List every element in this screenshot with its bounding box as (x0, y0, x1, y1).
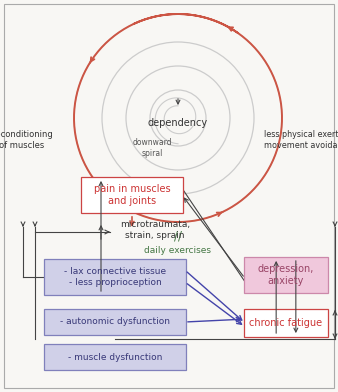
Text: downward
spiral: downward spiral (132, 138, 172, 158)
Text: - lax connective tissue
- less proprioception: - lax connective tissue - less proprioce… (64, 267, 166, 287)
FancyBboxPatch shape (44, 309, 186, 335)
Text: microtraumata,
strain, sprain: microtraumata, strain, sprain (120, 220, 190, 240)
FancyBboxPatch shape (244, 309, 328, 337)
FancyBboxPatch shape (44, 259, 186, 295)
Text: dependency: dependency (148, 118, 208, 128)
FancyBboxPatch shape (44, 344, 186, 370)
Text: deconditioning
of muscles: deconditioning of muscles (0, 130, 53, 150)
Text: pain in muscles
and joints: pain in muscles and joints (94, 184, 170, 206)
Text: - muscle dysfunction: - muscle dysfunction (68, 352, 162, 361)
Text: less physical exertion,
movement avoidance: less physical exertion, movement avoidan… (264, 130, 338, 150)
FancyBboxPatch shape (81, 177, 183, 213)
Text: chronic fatigue: chronic fatigue (249, 318, 322, 328)
Text: //: // (174, 229, 182, 243)
Text: - autonomic dysfunction: - autonomic dysfunction (60, 318, 170, 327)
Text: daily exercises: daily exercises (145, 245, 212, 254)
FancyBboxPatch shape (244, 257, 328, 293)
Text: depression,
anxiety: depression, anxiety (258, 264, 314, 286)
